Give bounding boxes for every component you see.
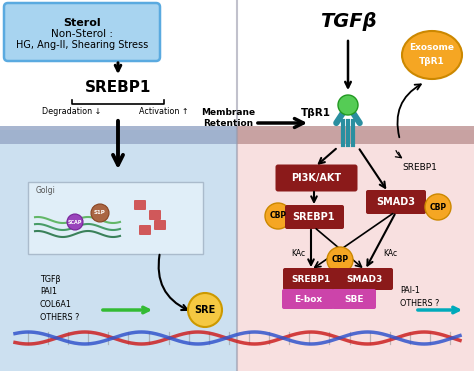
Text: Golgi: Golgi <box>36 186 56 195</box>
FancyBboxPatch shape <box>282 289 334 309</box>
Bar <box>0 126 237 144</box>
Text: TβR1: TβR1 <box>419 56 445 66</box>
Text: PAI-1
OTHERS ?: PAI-1 OTHERS ? <box>400 286 439 308</box>
Text: Sterol: Sterol <box>63 18 101 28</box>
Bar <box>0 130 237 371</box>
FancyBboxPatch shape <box>332 289 376 309</box>
Text: Exosome: Exosome <box>410 43 455 53</box>
Circle shape <box>338 95 358 115</box>
FancyBboxPatch shape <box>4 3 160 61</box>
Bar <box>28 182 203 254</box>
FancyBboxPatch shape <box>134 200 146 210</box>
Text: E-box: E-box <box>294 295 322 303</box>
Circle shape <box>188 293 222 327</box>
FancyBboxPatch shape <box>337 268 393 290</box>
FancyBboxPatch shape <box>283 268 339 290</box>
Bar <box>237 126 474 144</box>
Circle shape <box>425 194 451 220</box>
Text: Membrane
Retention: Membrane Retention <box>201 108 255 128</box>
Text: SMAD3: SMAD3 <box>347 275 383 283</box>
Text: Degradation ↓: Degradation ↓ <box>42 107 102 116</box>
Text: CBP: CBP <box>429 203 447 211</box>
Bar <box>237 130 474 371</box>
FancyBboxPatch shape <box>149 210 161 220</box>
Text: SMAD3: SMAD3 <box>376 197 416 207</box>
Text: TGFβ: TGFβ <box>319 12 376 31</box>
Text: CBP: CBP <box>331 256 348 265</box>
Text: SREBP1: SREBP1 <box>293 212 335 222</box>
FancyBboxPatch shape <box>275 164 357 191</box>
Text: SRE: SRE <box>194 305 216 315</box>
Text: SCAP: SCAP <box>68 220 82 224</box>
FancyBboxPatch shape <box>366 190 426 214</box>
FancyBboxPatch shape <box>285 205 344 229</box>
Text: SREBP1: SREBP1 <box>85 80 151 95</box>
Text: Non-Sterol :: Non-Sterol : <box>51 29 113 39</box>
Text: SREBP1: SREBP1 <box>292 275 331 283</box>
Text: CBP: CBP <box>269 211 287 220</box>
Text: KAc: KAc <box>383 250 397 259</box>
Circle shape <box>91 204 109 222</box>
Text: TGFβ
PAI1
COL6A1
OTHERS ?: TGFβ PAI1 COL6A1 OTHERS ? <box>40 275 79 322</box>
Text: SREBP1: SREBP1 <box>402 164 438 173</box>
Text: KAc: KAc <box>291 250 305 259</box>
Ellipse shape <box>402 31 462 79</box>
FancyBboxPatch shape <box>154 220 166 230</box>
Text: S1P: S1P <box>94 210 106 216</box>
Bar <box>0 0 474 130</box>
Text: PI3K/AKT: PI3K/AKT <box>291 173 341 183</box>
Text: TβR1: TβR1 <box>301 108 331 118</box>
Text: SBE: SBE <box>344 295 364 303</box>
Circle shape <box>67 214 83 230</box>
Text: Activation ↑: Activation ↑ <box>139 107 189 116</box>
Circle shape <box>327 247 353 273</box>
Text: HG, Ang-II, Shearing Stress: HG, Ang-II, Shearing Stress <box>16 40 148 50</box>
FancyBboxPatch shape <box>139 225 151 235</box>
Circle shape <box>265 203 291 229</box>
